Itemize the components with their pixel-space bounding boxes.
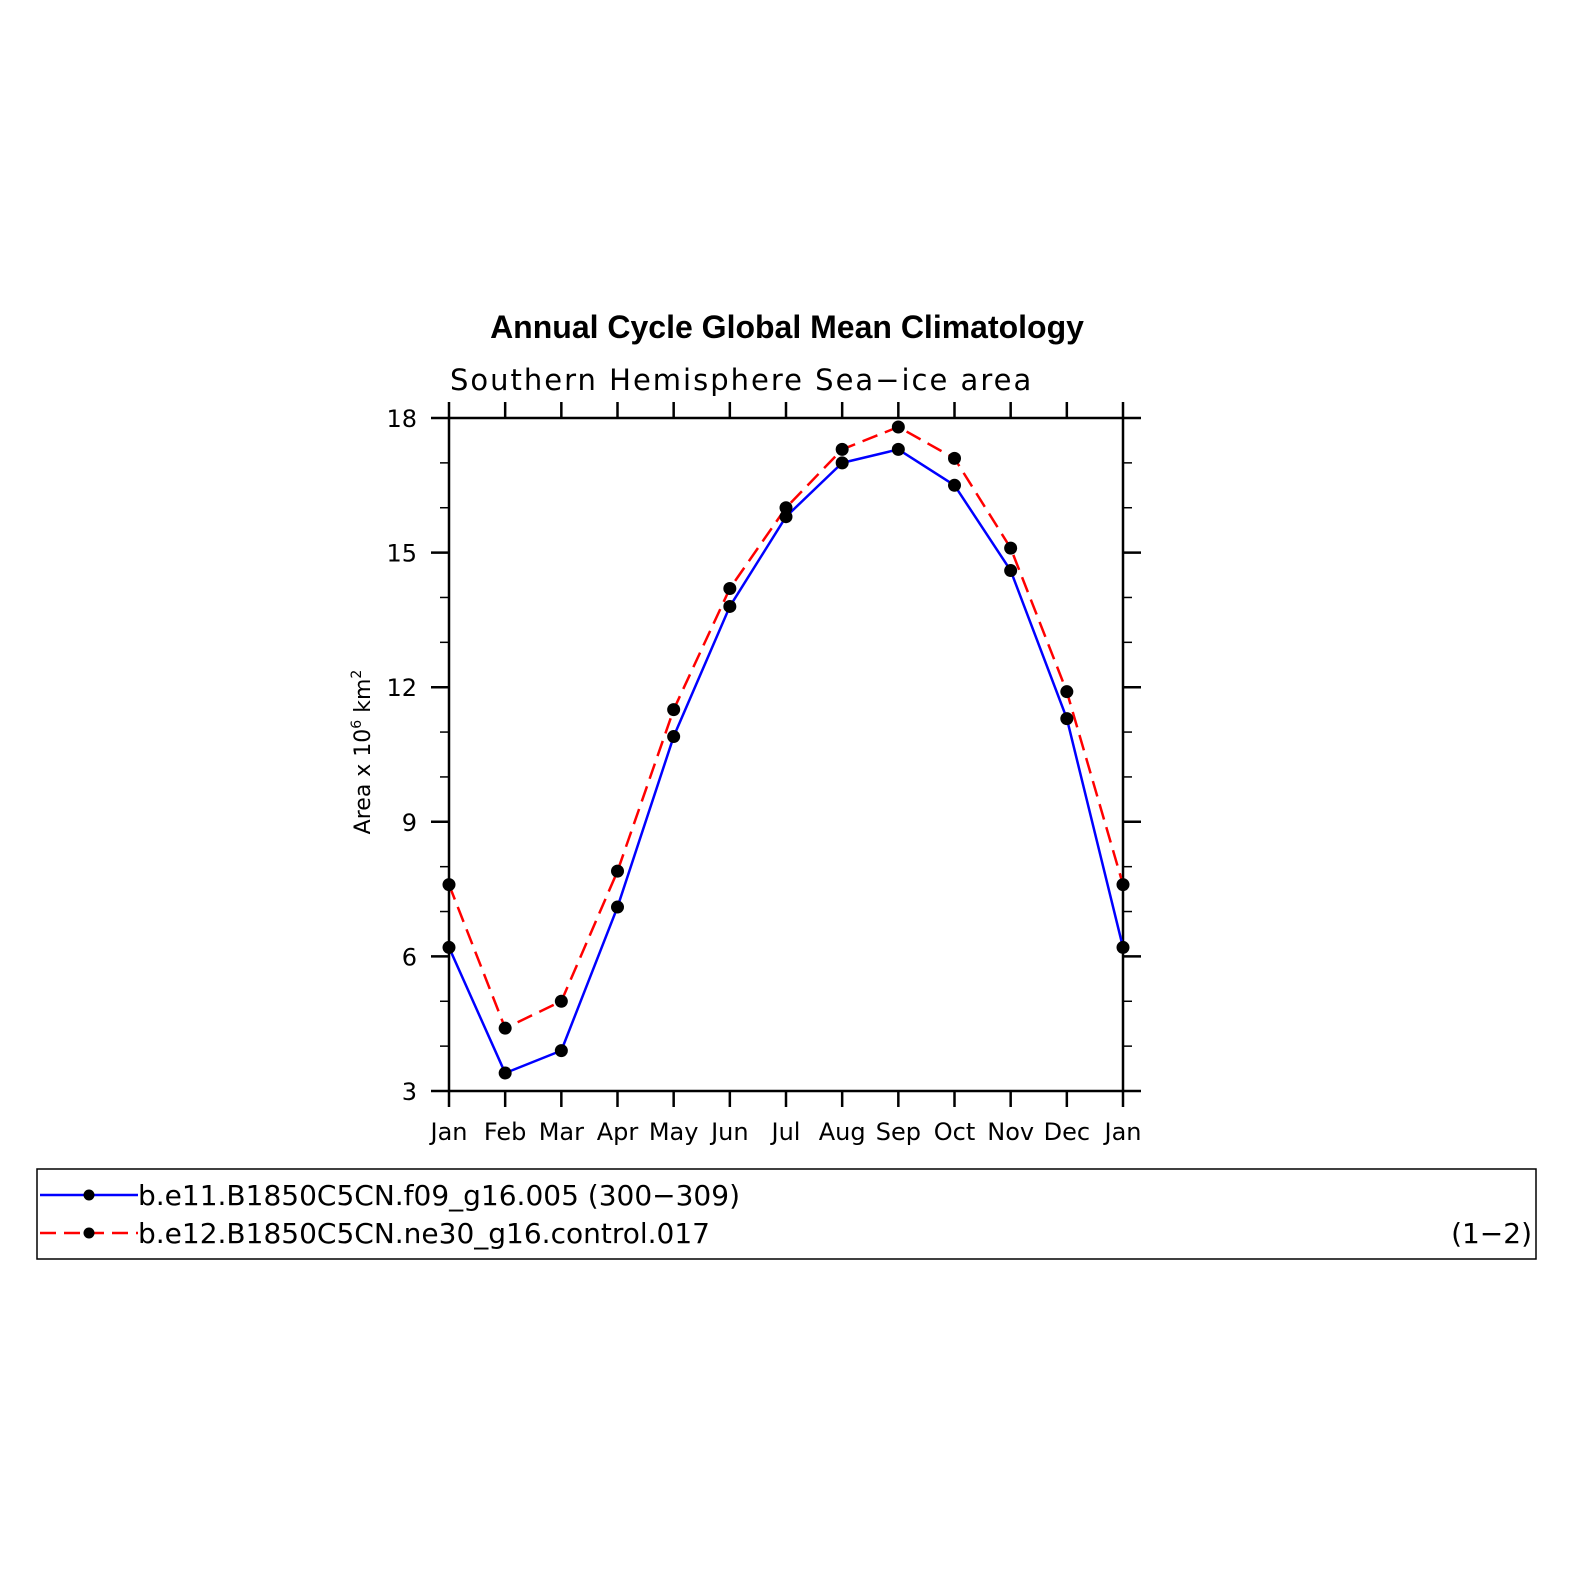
series-2-point [1116, 878, 1130, 892]
x-tick-label: May [649, 1118, 699, 1146]
chart-title: Annual Cycle Global Mean Climatology [490, 309, 1084, 345]
y-axis-label-base: Area x 10 [351, 729, 376, 835]
x-tick-label: Jun [709, 1118, 749, 1146]
x-tick-label: Jan [429, 1118, 468, 1146]
y-axis-label: Area x 106 km2 [349, 670, 376, 835]
series-2-point [835, 442, 849, 456]
series-line-1 [447, 448, 1125, 1075]
series-2-point [667, 703, 681, 717]
series-1-point [1004, 564, 1018, 578]
x-tick-label: Dec [1044, 1118, 1090, 1146]
series-1-point [723, 599, 737, 613]
series-1-point [554, 1044, 568, 1058]
x-tick-label: Sep [876, 1118, 921, 1146]
series-1-point [1060, 712, 1074, 726]
series-2-point [1004, 541, 1018, 555]
x-tick-label: Apr [597, 1118, 639, 1146]
x-tick-label: Feb [484, 1118, 527, 1146]
y-tick-label: 9 [402, 809, 417, 837]
y-axis-label-exp1: 6 [349, 720, 365, 729]
y-axis-label-mid: km [351, 679, 376, 720]
x-tick-label: Aug [819, 1118, 866, 1146]
series-markers [442, 420, 1130, 1080]
y-tick-labels: 3 6 9 12 15 18 [386, 405, 417, 1106]
series-2-point [611, 864, 624, 878]
series-2-point [498, 1021, 512, 1035]
y-tick-label: 15 [386, 540, 417, 568]
series-2-point [948, 451, 961, 465]
series-2-point [723, 581, 737, 595]
series-2-point [779, 501, 793, 515]
legend-marker-1 [83, 1189, 95, 1201]
chart-subtitle: Southern Hemisphere Sea−ice area [450, 363, 1033, 397]
legend-label-2: b.e12.B1850C5CN.ne30_g16.control.017 [138, 1217, 710, 1250]
series-1-point [835, 456, 849, 470]
x-tick-label: Nov [987, 1118, 1034, 1146]
series-1-point [948, 478, 961, 492]
y-tick-label: 12 [386, 674, 417, 702]
y-tick-label: 18 [386, 405, 417, 433]
axis-ticks [431, 402, 1141, 1107]
series-2-point [1060, 685, 1074, 699]
legend-label-1: b.e11.B1850C5CN.f09_g16.005 (300−309) [138, 1179, 740, 1212]
series-1-point [442, 940, 456, 954]
legend-note: (1−2) [1451, 1217, 1532, 1250]
series-1-point [498, 1066, 512, 1080]
series-2-point [442, 878, 456, 892]
legend: b.e11.B1850C5CN.f09_g16.005 (300−309) b.… [36, 1168, 1537, 1260]
x-tick-label: Mar [539, 1118, 584, 1146]
legend-marker-2 [83, 1227, 95, 1239]
series-2-point [891, 420, 905, 434]
series-1-point [891, 442, 905, 456]
series-1-point [667, 730, 681, 744]
x-tick-labels: Jan Feb Mar Apr May Jun Jul Aug Sep Oct Nov Dec Jan [429, 1118, 1142, 1146]
series-2-point [554, 994, 568, 1008]
y-tick-label: 3 [402, 1078, 417, 1106]
x-tick-label: Jan [1103, 1118, 1142, 1146]
x-tick-label: Oct [934, 1118, 976, 1146]
y-axis-label-exp2: 2 [349, 670, 365, 679]
x-tick-label: Jul [770, 1118, 801, 1146]
svg-text:Area x 106 km2: Area x 106 km2 [349, 670, 376, 835]
series-1-point [611, 900, 624, 914]
series-1-point [779, 510, 793, 524]
legend-box [36, 1168, 1537, 1260]
series-1-point [1116, 940, 1130, 954]
y-tick-label: 6 [402, 943, 417, 971]
series-lines [447, 425, 1125, 1075]
